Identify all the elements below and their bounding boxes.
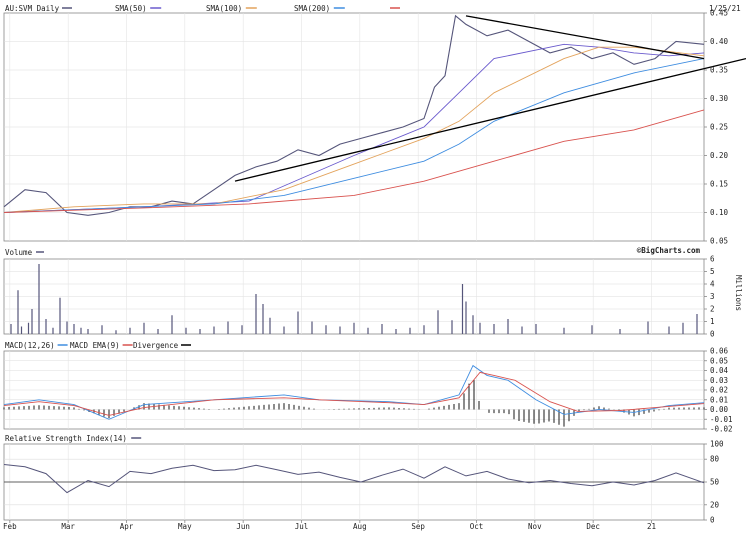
y-tick-label: 0.03 (710, 376, 728, 385)
y-tick-label: 50 (710, 478, 720, 487)
y-tick-label: 0.10 (710, 208, 729, 217)
x-tick-label: Sep (411, 522, 425, 531)
legend-entry: SMA(100) (206, 4, 242, 13)
y-tick-label: 0 (710, 330, 715, 339)
y-tick-label: 4 (710, 280, 715, 289)
y-tick-label: 80 (710, 455, 720, 464)
legend-entry: SMA(200) (294, 4, 330, 13)
legend-entry: MACD(12,26) (5, 341, 55, 350)
trendline (234, 57, 746, 182)
y-tick-label: 3 (710, 292, 715, 301)
macd-panel: MACD(12,26) MACD EMA(9) Divergence 0.060.0… (3, 341, 733, 434)
price-panel: AU:SVM Daily 1/25/21 ©BigCharts.com SMA(… (3, 4, 746, 255)
volume-title: Volume (5, 248, 33, 257)
x-tick-label: Nov (528, 522, 542, 531)
legend-entry: MACD EMA(9) (70, 341, 120, 350)
y-tick-label: 0.25 (710, 123, 728, 132)
x-tick-label: Aug (353, 522, 367, 531)
x-tick-label: Dec (586, 522, 600, 531)
y-tick-label: 0.40 (710, 37, 729, 46)
y-tick-label: 1 (710, 317, 715, 326)
y-tick-label: -0.02 (710, 425, 733, 434)
x-tick-label: Apr (120, 522, 134, 531)
y-tick-label: 0.00 (710, 405, 729, 414)
price-title: AU:SVM Daily (5, 4, 60, 13)
y-tick-label: 0.20 (710, 151, 729, 160)
legend-entry: SMA(50) (115, 4, 147, 13)
rsi-panel: Relative Strength Index(14) 100 80 50 20 0 (3, 434, 724, 525)
x-tick-label: 21 (647, 522, 656, 531)
y-tick-label: 2 (710, 305, 715, 314)
x-tick-label: Oct (470, 522, 484, 531)
y-tick-label: 5 (710, 267, 715, 276)
y-tick-label: 0.06 (710, 347, 729, 356)
y-tick-label: 6 (710, 255, 715, 264)
x-tick-label: May (178, 522, 192, 531)
y-tick-label: 0.05 (710, 237, 728, 246)
x-tick-label: Feb (3, 522, 17, 531)
x-tick-label: Jul (295, 522, 309, 531)
y-tick-label: 0.02 (710, 386, 728, 395)
y-tick-label: 0.30 (710, 94, 729, 103)
volume-unit: Millions (734, 275, 743, 311)
y-tick-label: 0 (710, 516, 715, 525)
y-tick-label: 20 (710, 500, 720, 509)
x-tick-label: Jun (236, 522, 250, 531)
y-tick-label: -0.01 (710, 415, 733, 424)
volume-panel: Volume Millions 6 5 4 3 2 1 0 (3, 248, 743, 339)
x-tick-label: Mar (61, 522, 75, 531)
y-tick-label: 0.45 (710, 9, 728, 18)
x-axis: Feb Mar Apr May Jun Jul Aug Sep Oct Nov Dec 21 (3, 520, 656, 531)
price-date: 1/25/21 (709, 4, 741, 13)
legend-entry: Relative Strength Index(14) (5, 434, 127, 443)
bigcharts-logo: ©BigCharts.com (637, 246, 701, 255)
sma-line (3, 58, 705, 213)
macd-line (3, 364, 705, 420)
y-tick-label: 0.05 (710, 356, 728, 365)
y-tick-label: 0.35 (710, 66, 728, 75)
macd-line (3, 371, 705, 416)
sma-line (3, 46, 705, 213)
trendline (465, 15, 705, 60)
y-tick-label: 0.04 (710, 366, 729, 375)
y-tick-label: 0.01 (710, 395, 728, 404)
y-tick-label: 0.15 (710, 180, 728, 189)
rsi-line (3, 464, 705, 494)
y-tick-label: 100 (710, 440, 724, 449)
sma-line (3, 109, 705, 213)
legend-entry: Divergence (133, 341, 179, 350)
